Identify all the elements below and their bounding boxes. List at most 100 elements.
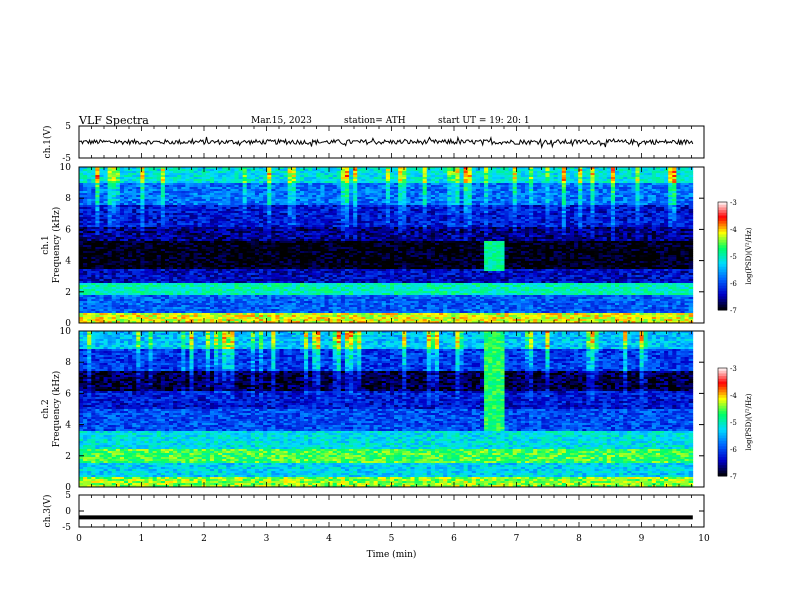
colorbar-cell [718,422,727,426]
colorbar-cell [718,408,727,412]
colorbar-cell [718,269,727,273]
colorbar-cell [718,403,727,407]
colorbar-cell [718,223,727,227]
colorbar-cell [718,307,727,311]
colorbar-tick-label: -4 [730,226,737,234]
colorbar-cell [718,204,727,208]
colorbar-cell [718,218,727,222]
y-tick-label: 10 [60,163,72,173]
colorbar-cell [718,454,727,458]
colorbar-cell [718,247,727,252]
colorbar-cell [718,245,727,249]
colorbar-cell [718,261,727,265]
colorbar-cell [718,424,727,428]
y-tick-label: 2 [65,288,71,298]
colorbar-cell [718,242,727,246]
y-tick-label: -5 [62,154,71,164]
signal-trace [78,135,694,150]
colorbar-cell [718,449,727,453]
colorbar-label: log(PSD)(V²/Hz) [745,393,753,450]
colorbar-cell [718,301,727,306]
colorbar-cell [718,210,727,214]
x-tick-label: 0 [76,534,82,544]
colorbar-cell [718,299,727,303]
colorbar-cell [718,427,727,431]
x-tick-label: 8 [576,534,582,544]
colorbar-cell [718,220,727,225]
colorbar-cell [718,400,727,404]
colorbar-cell [718,253,727,257]
colorbar-cell [718,237,727,241]
x-tick-label: 6 [451,534,457,544]
colorbar-cell [718,446,727,450]
x-axis-label: Time (min) [367,549,417,560]
colorbar-cell [718,202,727,206]
colorbar-cell [718,212,727,216]
y-tick-label: 5 [65,122,71,132]
colorbar-cell [718,368,727,372]
y-tick-label: 6 [65,389,71,399]
colorbar-cell [718,272,727,276]
colorbar-cell [718,411,727,415]
y-tick-label: 4 [65,257,71,267]
colorbar-tick-label: -3 [730,365,737,373]
colorbar-tick-label: -3 [730,199,737,207]
colorbar-cell [718,293,727,297]
colorbar-cell [718,384,727,388]
colorbar-cell [718,231,727,235]
ch1-spectrogram [79,167,694,324]
colorbar-cell [718,413,727,418]
colorbar-cell [718,470,727,474]
x-tick-label: 9 [639,534,645,544]
colorbar-cell [718,283,727,287]
colorbar-cell [718,430,727,434]
colorbar-cell [718,229,727,233]
colorbar-cell [718,258,727,262]
x-tick-label: 3 [264,534,270,544]
colorbar-tick-label: -6 [730,446,737,454]
colorbar-cell [718,250,727,254]
colorbar-cell [718,291,727,295]
y-tick-label: 8 [65,358,71,368]
station-label: station= ATH [344,116,406,126]
y-tick-label: 8 [65,194,71,204]
y-tick-label: 6 [65,225,71,235]
y-axis-label: ch.3(V) [42,495,53,528]
colorbar-cell [718,207,727,211]
colorbar-cell [718,432,727,436]
colorbar-cell [718,288,727,292]
colorbar-cell [718,296,727,300]
y-tick-label: 4 [65,421,71,431]
colorbar-tick-label: -5 [730,419,737,427]
y-tick-label: 2 [65,452,71,462]
colorbar-tick-label: -7 [730,473,737,481]
colorbar-cell [718,462,727,466]
figure-title: VLF Spectra [79,114,149,127]
colorbar-cell [718,386,727,391]
colorbar-cell [718,304,727,308]
colorbar-cell [718,378,727,382]
y-axis-label: ch.2 [41,399,51,418]
colorbar-cell [718,438,727,442]
colorbar-cell [718,280,727,284]
colorbar-cell [718,376,727,380]
colorbar-frame [717,201,728,311]
colorbar-cell [718,256,727,260]
colorbar-label: log(PSD)(V²/Hz) [745,227,753,284]
colorbar-cell [718,274,727,279]
y-axis-label: ch.1 [41,235,51,254]
colorbar-cell [718,405,727,409]
y-tick-label: 0 [65,483,71,493]
colorbar-cell [718,440,727,445]
colorbar-tick-label: -4 [730,392,737,400]
y-tick-label: 10 [60,327,72,337]
colorbar-cell [718,215,727,219]
y-tick-label: 0 [65,507,71,517]
colorbar-cell [718,397,727,401]
colorbar-cell [718,419,727,423]
y-tick-label: 0 [65,319,71,329]
x-tick-label: 4 [326,534,332,544]
colorbar-cell [718,234,727,238]
colorbar-cell [718,451,727,455]
